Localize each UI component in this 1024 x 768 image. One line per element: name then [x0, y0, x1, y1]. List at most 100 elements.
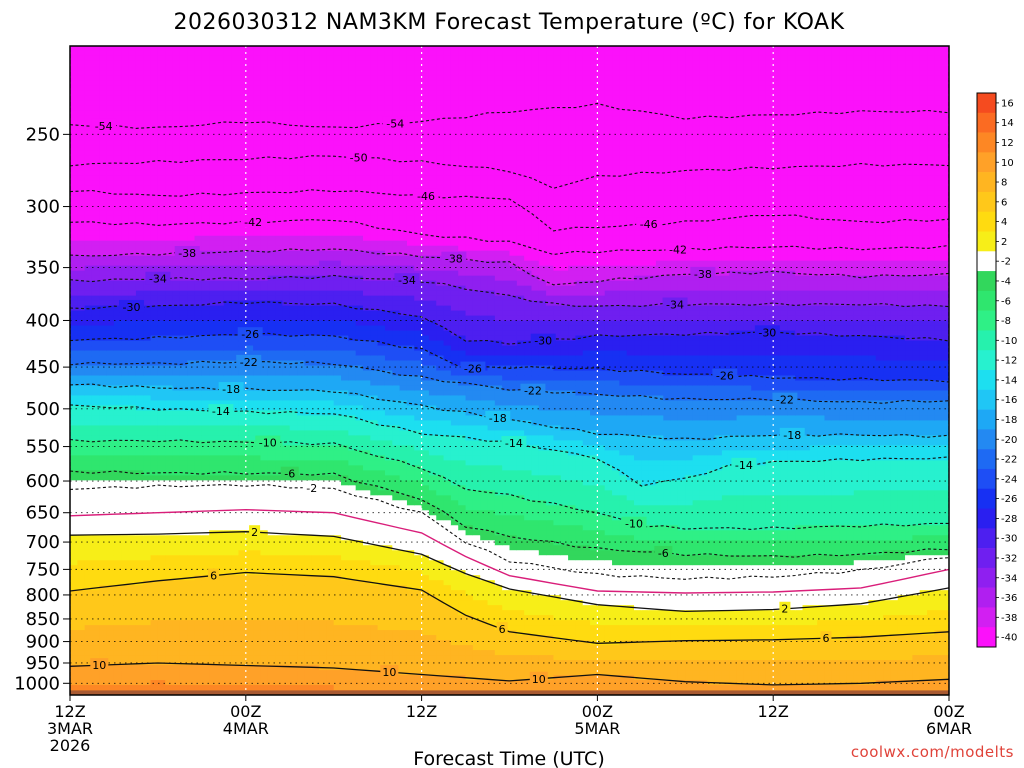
temperature-cell [91, 270, 100, 277]
temperature-cell [194, 615, 203, 621]
temperature-cell [179, 535, 188, 541]
temperature-cell [84, 335, 93, 342]
temperature-cell [70, 325, 78, 332]
temperature-cell [253, 545, 262, 551]
temperature-cell [297, 65, 305, 72]
temperature-cell [143, 575, 152, 581]
temperature-cell [121, 70, 130, 77]
temperature-cell [297, 685, 305, 691]
temperature-cell [106, 560, 115, 566]
temperature-cell [187, 630, 196, 636]
temperature-cell [304, 75, 313, 82]
temperature-cell [341, 85, 349, 92]
temperature-cell [113, 645, 122, 651]
temperature-cell [333, 130, 342, 137]
temperature-cell [267, 170, 276, 177]
temperature-cell [304, 95, 313, 102]
temperature-cell [135, 410, 144, 417]
temperature-cell [297, 605, 305, 611]
temperature-cell [231, 655, 240, 661]
temperature-cell [143, 75, 152, 82]
temperature-cell [260, 160, 269, 167]
temperature-cell [282, 205, 291, 212]
temperature-cell [319, 420, 327, 427]
temperature-cell [106, 140, 115, 147]
temperature-cell [113, 190, 122, 197]
temperature-cell [84, 590, 93, 596]
temperature-cell [201, 370, 210, 377]
temperature-cell [209, 465, 218, 471]
temperature-cell [231, 295, 240, 302]
temperature-cell [150, 530, 159, 536]
temperature-cell [216, 310, 225, 317]
temperature-cell [275, 215, 284, 222]
temperature-cell [194, 655, 203, 661]
temperature-cell [209, 415, 218, 422]
temperature-cell [275, 605, 284, 611]
temperature-cell [326, 165, 335, 172]
temperature-cell [179, 260, 188, 267]
temperature-cell [267, 485, 276, 491]
temperature-cell [135, 50, 144, 57]
temperature-cell [128, 515, 137, 521]
temperature-cell [113, 215, 122, 222]
temperature-cell [216, 490, 225, 496]
temperature-cell [282, 50, 291, 57]
temperature-cell [304, 435, 313, 441]
temperature-cell [128, 640, 137, 646]
temperature-cell [143, 120, 152, 127]
temperature-cell [275, 485, 284, 491]
temperature-cell [135, 55, 144, 62]
temperature-cell [253, 235, 262, 242]
temperature-cell [311, 210, 320, 217]
temperature-cell [238, 60, 247, 67]
temperature-cell [216, 170, 225, 177]
temperature-cell [311, 515, 320, 521]
temperature-cell [209, 385, 218, 392]
temperature-cell [333, 240, 342, 247]
temperature-cell [135, 430, 144, 436]
temperature-cell [209, 645, 218, 651]
temperature-cell [77, 505, 86, 511]
temperature-cell [121, 50, 130, 57]
temperature-cell [165, 645, 174, 651]
temperature-cell [304, 335, 313, 342]
temperature-cell [150, 310, 159, 317]
temperature-cell [172, 440, 181, 446]
temperature-cell [282, 450, 291, 456]
temperature-cell [216, 660, 225, 666]
temperature-cell [304, 85, 313, 92]
temperature-cell [319, 560, 327, 566]
temperature-cell [135, 595, 144, 601]
temperature-cell [121, 355, 130, 362]
temperature-cell [341, 95, 349, 102]
temperature-cell [157, 90, 166, 97]
temperature-cell [333, 625, 342, 631]
temperature-cell [165, 260, 174, 267]
temperature-cell [128, 340, 137, 347]
temperature-cell [289, 355, 298, 362]
temperature-cell [297, 545, 305, 551]
temperature-cell [99, 635, 108, 641]
temperature-cell [91, 520, 100, 526]
temperature-cell [326, 630, 335, 636]
temperature-cell [311, 315, 320, 322]
temperature-cell [253, 455, 262, 461]
temperature-cell [121, 435, 130, 441]
temperature-cell [143, 535, 152, 541]
temperature-cell [128, 65, 137, 72]
temperature-cell [326, 430, 335, 436]
temperature-cell [304, 640, 313, 646]
temperature-cell [99, 355, 108, 362]
temperature-cell [194, 295, 203, 302]
temperature-cell [238, 650, 247, 656]
temperature-cell [201, 415, 210, 422]
temperature-cell [121, 460, 130, 466]
temperature-cell [216, 90, 225, 97]
temperature-cell [304, 445, 313, 451]
temperature-cell [209, 250, 218, 257]
temperature-cell [99, 255, 108, 262]
temperature-cell [135, 215, 144, 222]
temperature-cell [289, 525, 298, 531]
temperature-cell [267, 565, 276, 571]
